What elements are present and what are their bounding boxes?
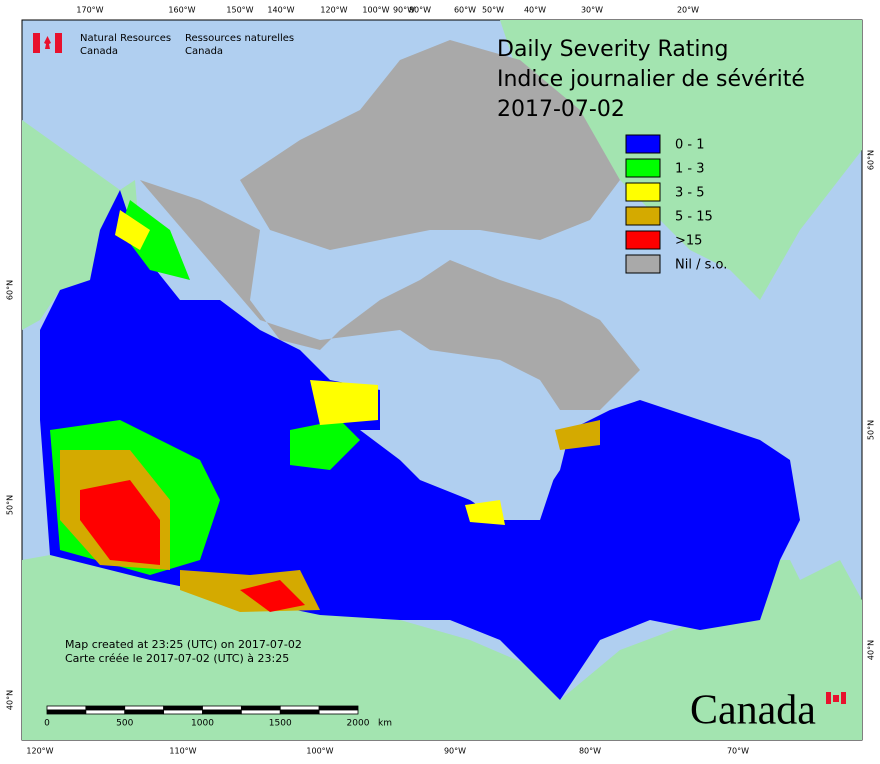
- graticule-label: 100°W: [362, 6, 389, 15]
- hudson-bay: [360, 400, 560, 520]
- graticule-label: 50°W: [482, 6, 504, 15]
- patch: [310, 380, 378, 425]
- graticule-label: 60°W: [454, 6, 476, 15]
- scale-bar: 0 500 1000 1500 2000 km: [44, 705, 392, 729]
- graticule-label: 60°N: [6, 280, 15, 300]
- scale-segment: [318, 709, 359, 715]
- scale-segment: [202, 709, 242, 715]
- scale-segment: [85, 709, 126, 715]
- graticule-label: 40°W: [524, 6, 546, 15]
- graticule-label: 100°W: [306, 747, 333, 756]
- flag-bar: [55, 33, 62, 53]
- graticule-label: 120°W: [26, 747, 53, 756]
- scale-segment: [163, 709, 203, 715]
- graticule-label: 110°W: [169, 747, 196, 756]
- agency-name: Natural Resources: [80, 33, 171, 44]
- scale-unit: km: [378, 719, 392, 729]
- graticule-label: 50°N: [6, 495, 15, 515]
- canada-low: [40, 190, 800, 700]
- scale-segment: [240, 705, 281, 711]
- graticule-label: 30°W: [581, 6, 603, 15]
- legend-swatch: [625, 158, 661, 178]
- flag-bar: [33, 33, 40, 53]
- patch: [290, 420, 360, 470]
- legend-label: 0 - 1: [675, 138, 705, 153]
- flag-bar: [826, 692, 831, 704]
- scale-segment: [163, 705, 203, 711]
- legend-label: 3 - 5: [675, 186, 705, 201]
- graticule-label: 40°N: [6, 690, 15, 710]
- wordmark-flag: [826, 692, 846, 704]
- graticule-label: 50°N: [867, 420, 876, 440]
- scale-label: 500: [116, 719, 133, 729]
- legend-label: Nil / s.o.: [675, 258, 727, 273]
- scale-segment: [46, 709, 87, 715]
- legend-label: 1 - 3: [675, 162, 705, 177]
- graticule-label: 140°W: [267, 6, 294, 15]
- graticule-label: 160°W: [168, 6, 195, 15]
- subtitle: 2017-07-02: [497, 97, 625, 122]
- graticule-label: 60°N: [867, 150, 876, 170]
- graticule-label: 70°W: [727, 747, 749, 756]
- scale-segment: [124, 705, 165, 711]
- arctic-mainland: [140, 180, 640, 410]
- scale-segment: [202, 705, 242, 711]
- header: [33, 33, 62, 53]
- patch: [80, 480, 160, 565]
- graticule-label: 120°W: [320, 6, 347, 15]
- legend-swatch: [625, 134, 661, 154]
- graticule-label: 80°W: [579, 747, 601, 756]
- wordmark: Canada: [690, 688, 816, 734]
- scale-label: 0: [44, 719, 50, 729]
- graticule-label: 20°W: [677, 6, 699, 15]
- patch: [240, 580, 305, 612]
- legend-swatch: [625, 182, 661, 202]
- note: Map created at 23:25 (UTC) on 2017-07-02: [65, 638, 302, 651]
- graticule-label: 80°W: [409, 6, 431, 15]
- scale-segment: [279, 709, 320, 715]
- legend-label: >15: [675, 234, 702, 249]
- graticule-label: 150°W: [226, 6, 253, 15]
- agency-name: Ressources naturelles: [185, 33, 294, 44]
- patch: [120, 200, 190, 280]
- scale-segment: [240, 709, 281, 715]
- arctic-islands: [240, 40, 620, 250]
- legend-swatch: [625, 230, 661, 250]
- greenland: [500, 20, 862, 300]
- flag-leaf: [44, 36, 51, 49]
- legend-label: 5 - 15: [675, 210, 713, 225]
- patch: [115, 210, 150, 250]
- scale-label: 1000: [191, 719, 214, 729]
- scale-label: 1500: [269, 719, 292, 729]
- agency-name: Canada: [185, 46, 223, 57]
- graticule-label: 90°W: [393, 6, 415, 15]
- scale-segment: [124, 709, 165, 715]
- scale-segment: [279, 705, 320, 711]
- agency-name: Canada: [80, 46, 118, 57]
- note: Carte créée le 2017-07-02 (UTC) à 23:25: [65, 652, 289, 665]
- graticule-label: 40°N: [867, 640, 876, 660]
- scale-label: 2000: [347, 719, 370, 729]
- patch: [465, 500, 505, 525]
- patch: [555, 420, 600, 450]
- scale-segment: [318, 705, 359, 711]
- graticule-label: 90°W: [444, 747, 466, 756]
- title: Daily Severity Rating: [497, 37, 728, 62]
- flag-bar: [841, 692, 846, 704]
- scale-segment: [85, 705, 126, 711]
- graticule-label: 170°W: [76, 6, 103, 15]
- legend-swatch: [625, 206, 661, 226]
- flag-leaf: [833, 695, 839, 702]
- scale-segment: [46, 705, 87, 711]
- legend-swatch: [625, 254, 661, 274]
- subtitle: Indice journalier de sévérité: [497, 67, 805, 92]
